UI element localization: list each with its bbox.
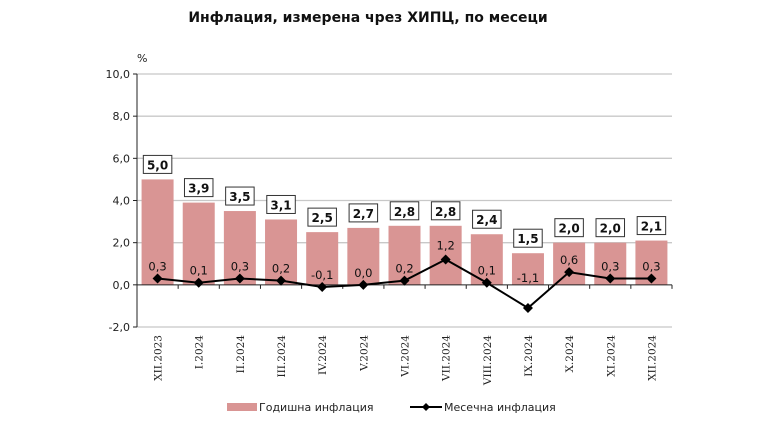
line-marker bbox=[399, 275, 410, 286]
legend-label-annual: Годишна инфлация bbox=[259, 401, 373, 414]
bar-label-box bbox=[430, 201, 461, 221]
bar-data-label: 2,5 bbox=[312, 211, 333, 225]
line-data-label: 0,3 bbox=[642, 260, 660, 274]
line-marker bbox=[564, 267, 575, 278]
x-tick-label: V.2024 bbox=[358, 335, 370, 372]
bar-data-label: 5,0 bbox=[147, 158, 168, 172]
chart-title: Инфлация, измерена чрез ХИПЦ, по месеци bbox=[188, 10, 547, 26]
bar-data-label: 3,9 bbox=[188, 182, 209, 196]
x-tick-label: XII.2024 bbox=[646, 335, 658, 381]
bar-data-label: 2,0 bbox=[600, 222, 621, 236]
bar bbox=[223, 211, 256, 285]
x-tick-label: XII.2023 bbox=[153, 335, 165, 381]
line-marker bbox=[522, 303, 533, 314]
bar-data-label: 3,5 bbox=[229, 190, 250, 204]
line-data-label: 0,3 bbox=[601, 260, 619, 274]
line-data-label: 0,6 bbox=[560, 253, 578, 267]
bar bbox=[141, 179, 174, 285]
bar-label-box bbox=[183, 178, 214, 198]
line-data-label: 0,1 bbox=[478, 264, 496, 278]
line-marker bbox=[193, 277, 204, 288]
x-tick-label: VIII.2024 bbox=[482, 335, 494, 386]
bar-label-box bbox=[636, 216, 667, 236]
line-marker bbox=[358, 279, 369, 290]
y-tick-label: 2,0 bbox=[113, 237, 131, 250]
line-marker bbox=[317, 281, 328, 292]
legend-label-monthly: Месечна инфлация bbox=[444, 401, 556, 414]
x-tick-label: VI.2024 bbox=[400, 335, 412, 378]
line-data-label: 0,3 bbox=[231, 260, 249, 274]
x-tick-label: II.2024 bbox=[235, 335, 247, 374]
bar-data-label: 2,0 bbox=[558, 222, 579, 236]
bar-data-label: 3,1 bbox=[270, 198, 291, 212]
y-tick-label: 10,0 bbox=[106, 68, 131, 81]
line-marker bbox=[646, 273, 657, 284]
x-tick-label: I.2024 bbox=[194, 335, 206, 370]
bar-label-box bbox=[472, 209, 502, 229]
bar-label-box bbox=[307, 207, 337, 227]
bar-label-box bbox=[225, 186, 255, 206]
bar bbox=[347, 227, 380, 285]
bar-label-box bbox=[595, 218, 626, 238]
line-data-label: 0,2 bbox=[272, 262, 290, 276]
bar-label-box bbox=[142, 154, 173, 174]
bar-data-label: 1,5 bbox=[517, 232, 538, 246]
line-marker bbox=[152, 273, 163, 284]
y-tick-label: 6,0 bbox=[113, 152, 131, 165]
bar bbox=[182, 202, 215, 285]
x-tick-label: XI.2024 bbox=[605, 335, 617, 377]
bar-data-label: 2,8 bbox=[435, 205, 456, 219]
line-marker bbox=[440, 254, 451, 265]
x-tick-label: IV.2024 bbox=[317, 335, 329, 375]
y-axis-unit: % bbox=[137, 52, 147, 65]
y-tick-label: 0,0 bbox=[113, 279, 131, 292]
bar bbox=[553, 242, 586, 285]
bar-label-box bbox=[554, 218, 584, 238]
bar bbox=[511, 253, 544, 285]
bar-label-box bbox=[266, 194, 296, 214]
bar-data-label: 2,8 bbox=[394, 205, 415, 219]
bar-data-label: 2,4 bbox=[476, 213, 497, 227]
line-data-label: 0,2 bbox=[395, 262, 413, 276]
x-tick-label: VII.2024 bbox=[441, 335, 453, 382]
y-tick-label: -2,0 bbox=[109, 321, 130, 334]
line-data-label: -0,1 bbox=[311, 268, 333, 282]
legend-swatch-annual bbox=[227, 403, 257, 411]
line-data-label: 1,2 bbox=[437, 239, 455, 253]
x-tick-label: III.2024 bbox=[276, 335, 288, 378]
line-data-label: 0,1 bbox=[190, 264, 208, 278]
x-tick-label: IX.2024 bbox=[523, 335, 535, 377]
legend-marker-monthly bbox=[422, 403, 430, 411]
line-marker bbox=[605, 273, 616, 284]
bar-data-label: 2,7 bbox=[353, 207, 374, 221]
y-tick-label: 8,0 bbox=[113, 110, 131, 123]
bar-label-box bbox=[389, 201, 420, 221]
line-marker bbox=[481, 277, 492, 288]
bar-data-label: 2,1 bbox=[641, 220, 662, 234]
line-marker bbox=[276, 275, 287, 286]
line-data-label: -1,1 bbox=[517, 271, 539, 285]
line-marker bbox=[234, 273, 245, 284]
bar bbox=[265, 219, 298, 285]
bar-label-box bbox=[513, 228, 543, 248]
line-data-label: 0,3 bbox=[148, 260, 166, 274]
bar-label-box bbox=[348, 203, 379, 223]
y-tick-label: 4,0 bbox=[113, 195, 131, 208]
line-data-label: 0,0 bbox=[354, 266, 372, 280]
x-tick-label: X.2024 bbox=[564, 335, 576, 373]
bar bbox=[306, 232, 339, 285]
